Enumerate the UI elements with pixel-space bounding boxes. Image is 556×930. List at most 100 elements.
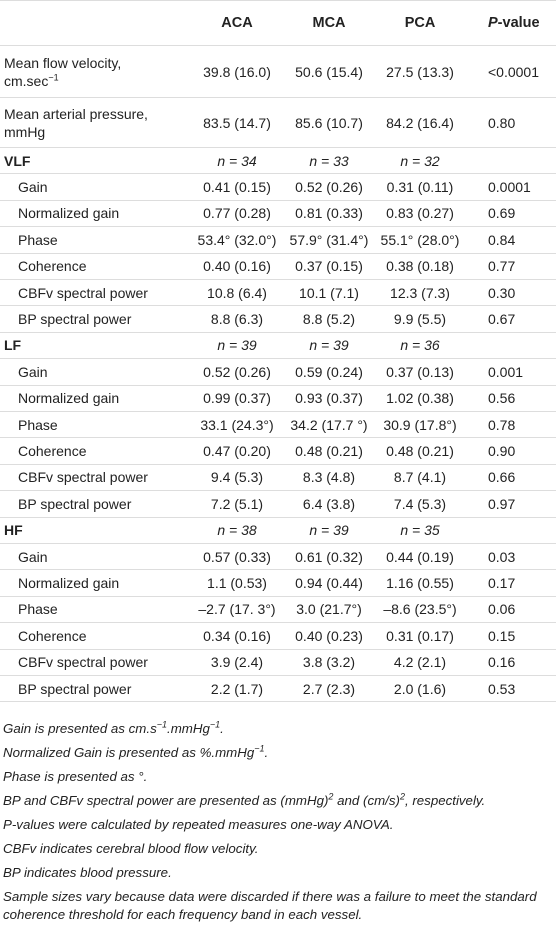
n-value: n = 35 xyxy=(400,522,440,539)
footnote: Gain is presented as cm.s−1.mmHg−1. xyxy=(3,720,555,738)
table-row: BP spectral power 7.2 (5.1) 6.4 (3.8) 7.4 (… xyxy=(0,491,556,518)
p-value: 0.0001 xyxy=(488,179,531,196)
label-line: Gain xyxy=(18,363,48,380)
row-label: BP spectral power xyxy=(18,491,131,516)
row-label: Mean arterial pressure, mmHg xyxy=(4,98,148,147)
column-header: P -value xyxy=(488,1,540,45)
value: 0.34 (0.16) xyxy=(203,627,271,644)
value: 55.1° (28.0°) xyxy=(380,231,460,248)
row-label: Phase xyxy=(18,597,58,622)
p-value: 0.66 xyxy=(488,469,516,486)
value: 8.7 (4.1) xyxy=(393,469,447,486)
column-header: ACA xyxy=(221,15,253,31)
footnote-sup: −1 xyxy=(209,719,221,730)
label-line: Coherence xyxy=(18,443,87,460)
footnote: BP and CBFv spectral power are presented… xyxy=(3,792,555,810)
value: 1.16 (0.55) xyxy=(386,575,454,592)
row-label: Mean flow velocity, cm.sec−1 xyxy=(4,46,121,97)
n-value: n = 36 xyxy=(400,337,440,354)
value: 4.2 (2.1) xyxy=(393,654,447,671)
value: 0.31 (0.17) xyxy=(386,627,454,644)
row-label: CBFv spectral power xyxy=(18,650,148,675)
footnote-text: Sample sizes vary because data were disc… xyxy=(3,889,537,922)
n-value: n = 34 xyxy=(217,152,257,169)
table-row: LF n = 39 n = 39 n = 36 xyxy=(0,333,556,360)
value: 8.8 (5.2) xyxy=(302,311,356,328)
table-row: Mean arterial pressure, mmHg 83.5 (14.7) 85… xyxy=(0,98,556,148)
footnote: P-values were calculated by repeated mea… xyxy=(3,816,555,834)
p-value: 0.78 xyxy=(488,416,516,433)
row-label: BP spectral power xyxy=(18,306,131,331)
row-label: Coherence xyxy=(18,254,87,279)
column-header: MCA xyxy=(312,15,346,31)
value: 0.38 (0.18) xyxy=(386,258,454,275)
n-value: n = 39 xyxy=(309,522,349,539)
value: 2.2 (1.7) xyxy=(210,680,264,697)
label-wrap: CBFv spectral power xyxy=(18,468,148,486)
label-wrap: Normalized gain xyxy=(18,574,119,592)
p-value: 0.53 xyxy=(488,680,516,697)
footnote-text: and (cm/s) xyxy=(333,793,400,808)
label-text: mmHg xyxy=(4,123,46,140)
p-value: 0.06 xyxy=(488,601,516,618)
value: 9.9 (5.5) xyxy=(393,311,447,328)
label-line: CBFv spectral power xyxy=(18,469,148,486)
value: 0.31 (0.11) xyxy=(386,179,454,196)
section-label: LF xyxy=(4,337,22,354)
row-label: Normalized gain xyxy=(18,570,119,595)
value: 0.37 (0.15) xyxy=(295,258,363,275)
label-line: cm.sec−1 xyxy=(4,72,121,90)
row-label: Coherence xyxy=(18,438,87,463)
n-value: n = 38 xyxy=(217,522,257,539)
value: 0.52 (0.26) xyxy=(295,179,363,196)
footnote-text: . xyxy=(264,745,269,760)
p-value: 0.001 xyxy=(488,363,524,380)
footnote-text: Gain is presented as cm.s xyxy=(3,721,157,736)
table-row: CBFv spectral power 10.8 (6.4) 10.1 (7.1) 1… xyxy=(0,280,556,307)
value: 7.2 (5.1) xyxy=(210,495,264,512)
value: 53.4° (32.0°) xyxy=(197,231,277,248)
footnote-text: CBFv indicates cerebral blood flow veloc… xyxy=(3,841,259,856)
label-wrap: Gain xyxy=(18,363,48,381)
n-value: n = 39 xyxy=(309,337,349,354)
label-wrap: Normalized gain xyxy=(18,204,119,222)
footnote: BP indicates blood pressure. xyxy=(3,864,555,882)
table-row: Gain 0.52 (0.26) 0.59 (0.24) 0.37 (0.13) 0.0… xyxy=(0,359,556,386)
label-wrap: BP spectral power xyxy=(18,310,131,328)
table-row: CBFv spectral power 3.9 (2.4) 3.8 (3.2) 4.2… xyxy=(0,650,556,676)
value: 0.83 (0.27) xyxy=(386,205,454,222)
p-italic: P xyxy=(488,15,498,31)
value: 0.61 (0.32) xyxy=(295,548,363,565)
table-row: Phase –2.7 (17. 3°) 3.0 (21.7°) –8.6 (23.5°… xyxy=(0,597,556,624)
p-value: 0.84 xyxy=(488,231,516,248)
label-line: Coherence xyxy=(18,258,87,275)
value: 0.99 (0.37) xyxy=(203,390,271,407)
label-line: Phase xyxy=(18,601,58,618)
label-wrap: Phase xyxy=(18,600,58,618)
value: 1.1 (0.53) xyxy=(207,575,267,592)
p-value: 0.16 xyxy=(488,654,516,671)
label-wrap: BP spectral power xyxy=(18,495,131,513)
table-row: Coherence 0.34 (0.16) 0.40 (0.23) 0.31 (0.1… xyxy=(0,623,556,650)
footnote-text: Phase is presented as °. xyxy=(3,769,148,784)
value: 3.9 (2.4) xyxy=(210,654,264,671)
row-label: CBFv spectral power xyxy=(18,465,148,490)
p-value: 0.97 xyxy=(488,495,516,512)
value: 3.8 (3.2) xyxy=(302,654,356,671)
value: 30.9 (17.8°) xyxy=(383,416,457,433)
label-wrap: CBFv spectral power xyxy=(18,653,148,671)
p-value: 0.69 xyxy=(488,205,516,222)
footnote-text: .mmHg xyxy=(167,721,210,736)
table-row: Gain 0.41 (0.15) 0.52 (0.26) 0.31 (0.11) 0.0… xyxy=(0,174,556,201)
footnote-sup: −1 xyxy=(254,743,265,754)
row-label: Normalized gain xyxy=(18,386,119,411)
row-label: Gain xyxy=(18,544,48,569)
label-line: Gain xyxy=(18,548,48,565)
p-value: 0.56 xyxy=(488,390,516,407)
label-wrap: Phase xyxy=(18,416,58,434)
value: 0.93 (0.37) xyxy=(295,390,363,407)
label-wrap: BP spectral power xyxy=(18,680,131,698)
label-text: cm.sec xyxy=(4,72,49,89)
label-line: BP spectral power xyxy=(18,311,132,328)
